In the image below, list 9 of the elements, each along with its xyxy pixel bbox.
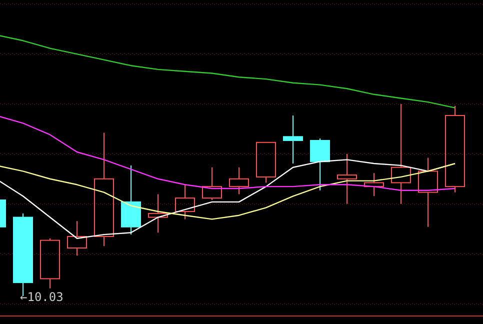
annotation: ←10.03 — [20, 290, 64, 304]
candlestick — [148, 194, 168, 234]
candlestick — [391, 104, 411, 204]
candlestick — [283, 115, 303, 164]
candlestick — [67, 220, 87, 256]
candlestick — [94, 132, 114, 247]
candlestick — [418, 157, 438, 228]
candlestick — [364, 172, 384, 197]
candlestick — [337, 153, 357, 204]
